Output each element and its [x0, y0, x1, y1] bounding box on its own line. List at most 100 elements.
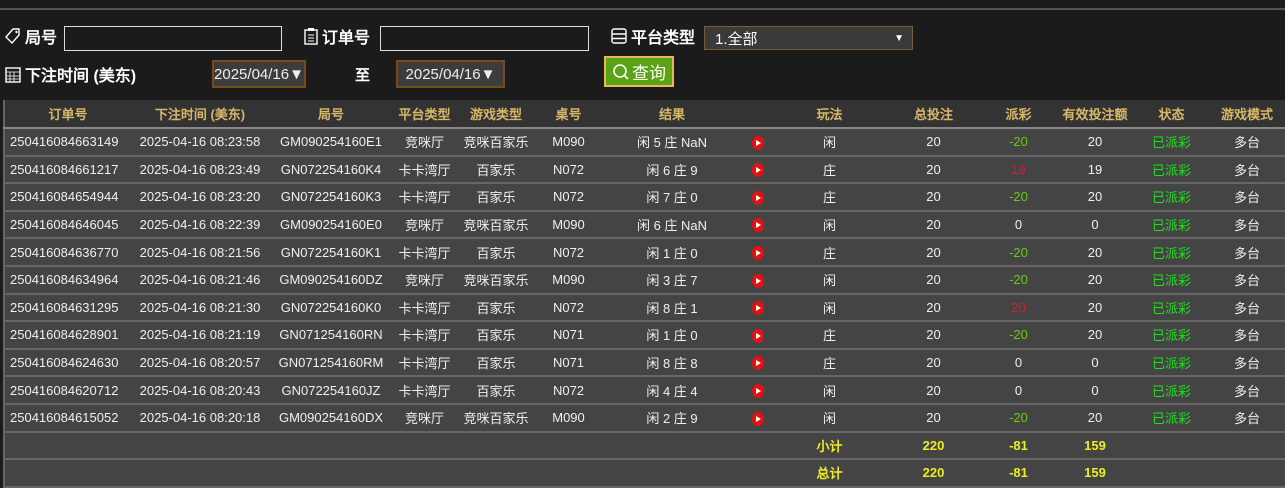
platform-cell: 竞咪厅	[393, 210, 456, 240]
date-from-value: 2025/04/16	[214, 65, 290, 83]
valid-bet-cell: 19	[1056, 155, 1134, 185]
platform-label: 平台类型	[610, 24, 695, 48]
chevron-down-icon: ▼	[894, 32, 904, 44]
column-header: 下注时间 (美东)	[131, 100, 269, 129]
game-mode-cell: 多台	[1209, 403, 1285, 433]
column-header: 玩法	[773, 100, 886, 129]
subtotal-label: 小计	[773, 431, 886, 461]
order-input[interactable]	[380, 26, 589, 51]
status-cell: 已派彩	[1134, 128, 1209, 157]
status-cell: 已派彩	[1134, 210, 1209, 240]
order-no-cell: 250416084646045	[4, 210, 131, 240]
play-type-cell: 闲	[773, 128, 886, 157]
valid-bet-cell: 0	[1056, 210, 1134, 240]
platform-cell: 竞咪厅	[393, 403, 456, 433]
table-no-cell: M090	[536, 265, 601, 295]
platform-cell: 竞咪厅	[393, 128, 456, 157]
status-cell: 已派彩	[1134, 403, 1209, 433]
game-type-cell: 百家乐	[456, 321, 536, 350]
search-icon	[613, 63, 629, 80]
result-cell: 闲 4 庄 4	[601, 376, 743, 405]
platform-label-text: 平台类型	[631, 30, 696, 47]
status-cell: 已派彩	[1134, 293, 1209, 323]
column-header: 派彩	[981, 100, 1056, 129]
platform-select-value: 1.全部	[715, 30, 758, 48]
game-mode-cell: 多台	[1209, 238, 1285, 267]
subtotal-payout: -81	[981, 431, 1056, 461]
date-to-select[interactable]: 2025/04/16 ▼	[396, 60, 505, 88]
play-video-icon[interactable]	[752, 273, 764, 288]
play-video-icon[interactable]	[752, 245, 764, 260]
replay-cell	[743, 238, 773, 267]
empty-cell	[456, 431, 536, 461]
round-input[interactable]	[64, 26, 282, 51]
replay-cell	[743, 128, 773, 157]
total-bet-cell: 20	[886, 321, 981, 350]
play-type-cell: 庄	[773, 238, 886, 267]
round-no-cell: GM090254160E1	[269, 128, 393, 157]
table-no-cell: N072	[536, 376, 601, 405]
table-row: 250416084661217 2025-04-16 08:23:49 GN0722…	[4, 155, 1285, 185]
play-video-icon[interactable]	[752, 218, 764, 233]
play-video-icon[interactable]	[752, 383, 764, 398]
game-mode-cell: 多台	[1209, 265, 1285, 295]
play-video-icon[interactable]	[752, 328, 764, 343]
result-cell: 闲 5 庄 NaN	[601, 128, 743, 157]
play-type-cell: 闲	[773, 293, 886, 323]
date-from-select[interactable]: 2025/04/16 ▼	[212, 60, 306, 88]
play-video-icon[interactable]	[752, 356, 764, 371]
platform-select[interactable]: 1.全部 ▼	[704, 26, 913, 50]
bet-time-cell: 2025-04-16 08:20:57	[131, 348, 269, 378]
status-cell: 已派彩	[1134, 238, 1209, 267]
replay-cell	[743, 403, 773, 433]
column-header: 状态	[1134, 100, 1209, 129]
order-no-cell: 250416084634964	[4, 265, 131, 295]
status-cell: 已派彩	[1134, 348, 1209, 378]
payout-cell: 19	[981, 155, 1056, 185]
payout-cell: 20	[981, 293, 1056, 323]
subtotal-total-bet: 220	[886, 431, 981, 461]
result-cell: 闲 6 庄 9	[601, 155, 743, 185]
empty-cell	[393, 459, 456, 488]
column-header: 桌号	[536, 100, 601, 129]
game-mode-cell: 多台	[1209, 321, 1285, 350]
game-mode-cell: 多台	[1209, 210, 1285, 240]
table-no-cell: M090	[536, 210, 601, 240]
column-header: 游戏类型	[456, 100, 536, 129]
valid-bet-cell: 20	[1056, 183, 1134, 212]
platform-cell: 卡卡湾厅	[393, 293, 456, 323]
query-button[interactable]: 查询	[604, 56, 674, 87]
column-header	[743, 100, 773, 129]
status-cell: 已派彩	[1134, 265, 1209, 295]
round-no-cell: GN072254160K0	[269, 293, 393, 323]
order-no-cell: 250416084654944	[4, 183, 131, 212]
play-video-icon[interactable]	[752, 190, 764, 205]
round-no-cell: GN071254160RN	[269, 321, 393, 350]
total-label: 总计	[773, 459, 886, 488]
round-no-cell: GM090254160DX	[269, 403, 393, 433]
round-no-cell: GM090254160DZ	[269, 265, 393, 295]
empty-cell	[456, 459, 536, 488]
empty-cell	[4, 459, 131, 488]
play-video-icon[interactable]	[752, 163, 764, 178]
table-row: 250416084615052 2025-04-16 08:20:18 GM0902…	[4, 403, 1285, 433]
total-row: 总计 220 -81 159	[4, 459, 1285, 488]
empty-cell	[1134, 431, 1209, 461]
table-row: 250416084646045 2025-04-16 08:22:39 GM0902…	[4, 210, 1285, 240]
empty-cell	[536, 431, 601, 461]
play-video-icon[interactable]	[752, 135, 764, 150]
bet-time-cell: 2025-04-16 08:21:56	[131, 238, 269, 267]
payout-cell: -20	[981, 265, 1056, 295]
play-video-icon[interactable]	[752, 301, 764, 316]
valid-bet-cell: 20	[1056, 265, 1134, 295]
play-type-cell: 庄	[773, 348, 886, 378]
order-no-cell: 250416084628901	[4, 321, 131, 350]
time-label: 下注时间 (美东)	[4, 62, 136, 86]
subtotal-row: 小计 220 -81 159	[4, 431, 1285, 461]
play-video-icon[interactable]	[752, 411, 764, 426]
list-icon	[611, 28, 627, 44]
bet-time-cell: 2025-04-16 08:20:18	[131, 403, 269, 433]
game-type-cell: 竞咪百家乐	[456, 403, 536, 433]
total-bet-cell: 20	[886, 238, 981, 267]
play-type-cell: 闲	[773, 376, 886, 405]
